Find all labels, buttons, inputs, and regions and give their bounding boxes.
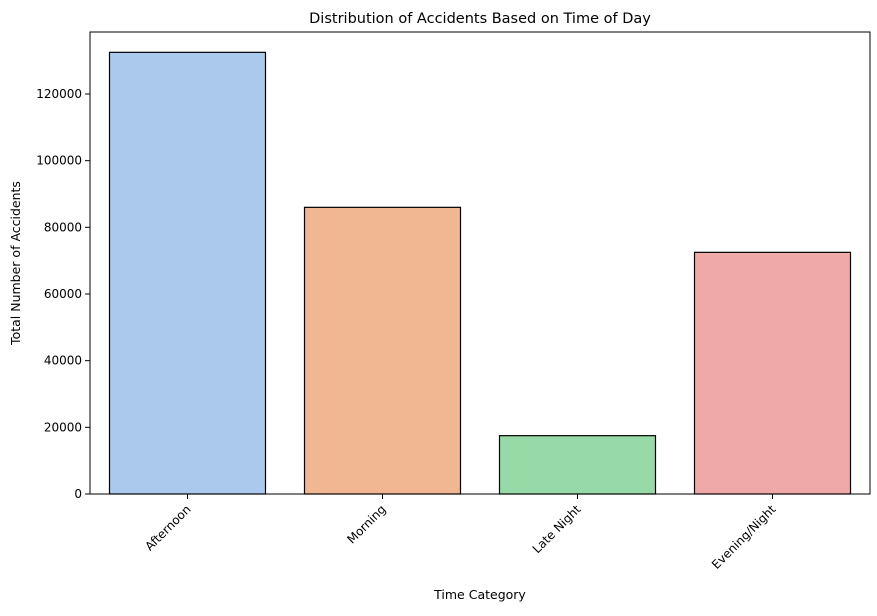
y-tick-label: 60000 [44,287,82,301]
y-tick-label: 40000 [44,354,82,368]
y-tick-label: 100000 [36,154,82,168]
chart-title: Distribution of Accidents Based on Time … [309,11,651,27]
y-tick-label: 80000 [44,220,82,234]
y-tick-label: 120000 [36,87,82,101]
bar-late-night [498,435,657,495]
bar-afternoon [108,51,267,495]
bar-morning [303,206,462,495]
bar-evening-night [693,251,852,495]
x-tick-label: Late Night [530,502,584,556]
bars-layer [108,51,852,495]
y-tick-label: 0 [74,487,82,501]
y-axis-label: Total Number of Accidents [8,181,23,346]
x-axis-label: Time Category [433,587,526,602]
x-tick-label: Morning [344,502,388,546]
y-axis: 0 20000 40000 60000 80000 100000 120000 [36,87,90,501]
x-axis: Afternoon Morning Late Night Evening/Night [142,494,779,572]
x-tick-label: Afternoon [142,502,193,553]
x-tick-label: Evening/Night [709,502,779,572]
y-tick-label: 20000 [44,420,82,434]
plot-frame [89,31,871,495]
